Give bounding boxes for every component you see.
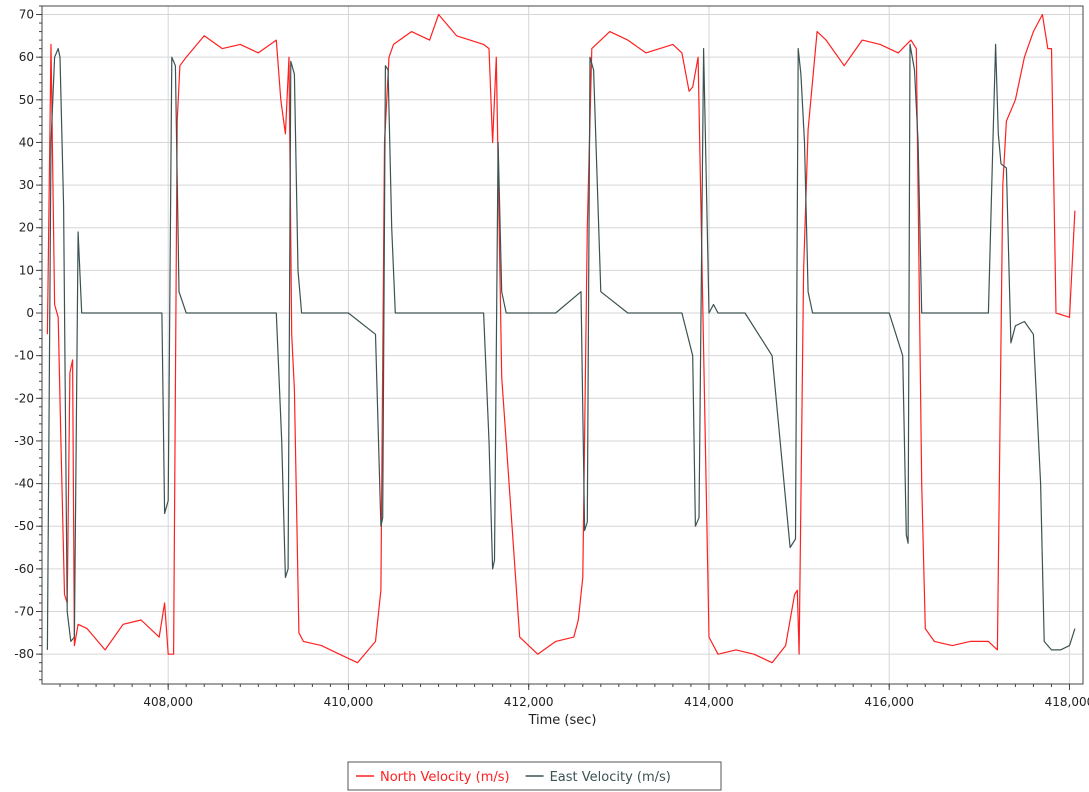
x-tick-label: 408,000 [143, 695, 193, 709]
y-tick-label: 0 [26, 306, 34, 320]
x-tick-label: 418,000 [1045, 695, 1089, 709]
legend-item-label[interactable]: East Velocity (m/s) [550, 770, 671, 785]
x-tick-label: 414,000 [684, 695, 734, 709]
series-line-east-velocity [46, 43, 1076, 651]
series-line-north-velocity [46, 13, 1076, 664]
y-axis: 70 60 50 40 30 20 10 0 -10 -20 -30 -40 -50 -60 -70 -80 [14, 5, 42, 681]
x-axis: 408,000 410,000 412,000 414,000 416,000 418,0… [59, 684, 1089, 709]
x-tick-label: 416,000 [864, 695, 914, 709]
x-tick-label: 412,000 [504, 695, 554, 709]
y-tick-label: -10 [14, 349, 34, 363]
plot-frame [41, 5, 1084, 685]
legend-item-label[interactable]: North Velocity (m/s) [380, 770, 510, 785]
y-tick-label: -40 [14, 477, 34, 491]
y-tick-label: 40 [19, 135, 34, 149]
y-tick-label: -70 [14, 605, 34, 619]
grid [42, 6, 1083, 684]
y-tick-label: 60 [19, 50, 34, 64]
y-tick-label: 20 [19, 221, 34, 235]
x-tick-label: 410,000 [324, 695, 374, 709]
y-tick-label: 30 [19, 178, 34, 192]
y-tick-label: -20 [14, 391, 34, 405]
series-lines [46, 13, 1076, 664]
y-tick-label: -50 [14, 519, 34, 533]
y-tick-label: -60 [14, 562, 34, 576]
y-tick-label: 70 [19, 8, 34, 22]
y-tick-label: -30 [14, 434, 34, 448]
x-axis-title: Time (sec) [527, 713, 596, 728]
y-tick-label: 10 [19, 263, 34, 277]
legend[interactable]: North Velocity (m/s) East Velocity (m/s) [347, 761, 722, 791]
y-tick-label: 50 [19, 93, 34, 107]
y-tick-label: -80 [14, 647, 34, 661]
